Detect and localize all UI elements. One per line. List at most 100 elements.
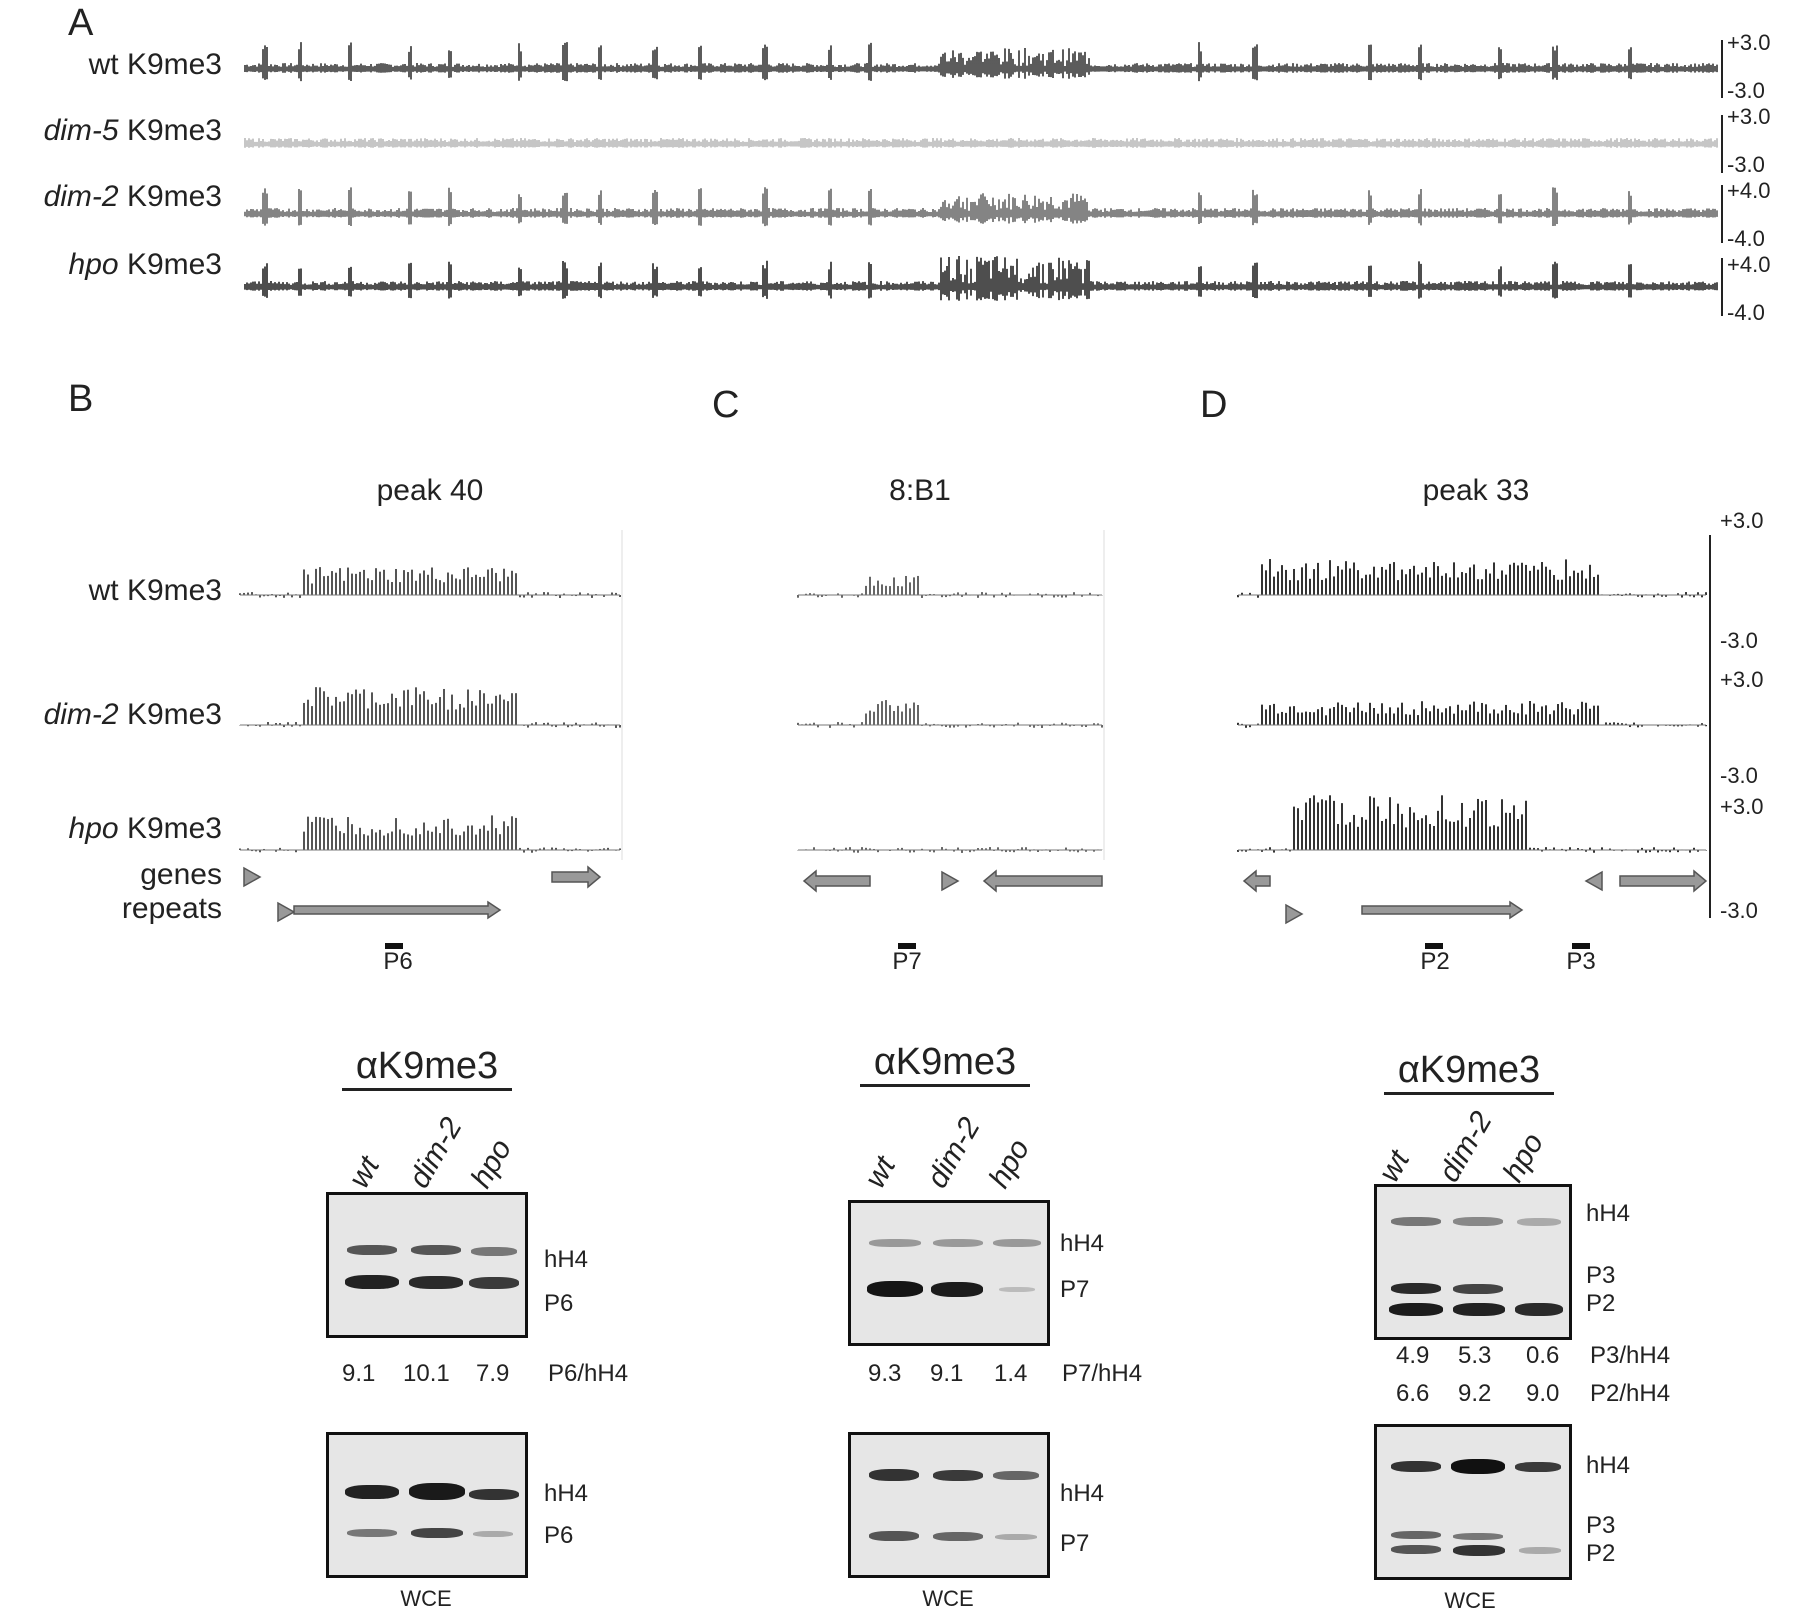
gel-d-chip bbox=[1374, 1184, 1572, 1340]
probe-bar-p2 bbox=[1425, 943, 1443, 949]
repeat-arrow bbox=[1361, 900, 1524, 920]
gel-c-lane-dim2: dim-2 bbox=[920, 1112, 987, 1194]
gel-d-wce bbox=[1374, 1424, 1572, 1580]
band bbox=[1391, 1545, 1441, 1554]
gel-d-p2-ratio-wt: 6.6 bbox=[1396, 1380, 1430, 1407]
gel-d-label-p2: P2 bbox=[1586, 1290, 1616, 1317]
band bbox=[867, 1281, 923, 1297]
genome-track-dim-5 bbox=[244, 138, 1718, 148]
repeat-arrow bbox=[1285, 903, 1304, 925]
gel-c-ratio-hpo: 1.4 bbox=[994, 1360, 1028, 1387]
band bbox=[345, 1485, 399, 1499]
gel-b-chip bbox=[326, 1192, 528, 1338]
band bbox=[469, 1277, 519, 1289]
band bbox=[1391, 1461, 1441, 1472]
gel-d-label-p3: P3 bbox=[1586, 1262, 1616, 1289]
gel-b-antibody: αK9me3 bbox=[342, 1044, 512, 1091]
gene-arrow bbox=[982, 869, 1103, 893]
band bbox=[411, 1528, 463, 1538]
band bbox=[411, 1245, 461, 1255]
band bbox=[995, 1534, 1037, 1540]
band bbox=[869, 1239, 921, 1247]
gel-d-wce-label-p2: P2 bbox=[1586, 1540, 1616, 1567]
band bbox=[999, 1287, 1035, 1292]
gel-b-lane-hpo: hpo bbox=[464, 1133, 519, 1194]
scale-a-dim2-bottom: -4.0 bbox=[1727, 226, 1765, 251]
gel-d-label-hh4: hH4 bbox=[1586, 1200, 1631, 1227]
band bbox=[931, 1282, 983, 1297]
gel-b-wce bbox=[326, 1432, 528, 1578]
band bbox=[1519, 1547, 1561, 1554]
gel-d-wce-label-hh4: hH4 bbox=[1586, 1452, 1631, 1479]
gel-c-wce-label-hh4: hH4 bbox=[1060, 1480, 1105, 1507]
gel-d-p3-ratio-dim2: 5.3 bbox=[1458, 1342, 1492, 1369]
genome-track-hpo bbox=[244, 256, 1718, 301]
panel-b-title: peak 40 bbox=[376, 474, 484, 507]
gel-b-ratio-wt: 9.1 bbox=[342, 1360, 376, 1387]
band bbox=[345, 1275, 399, 1289]
scale-a-dim5-top: +3.0 bbox=[1727, 104, 1771, 129]
genome-track-dim-2 bbox=[244, 187, 1718, 227]
gel-c-label-p7: P7 bbox=[1060, 1276, 1090, 1303]
gene-arrow bbox=[551, 865, 602, 889]
gene-arrow bbox=[1619, 869, 1708, 893]
band bbox=[409, 1483, 465, 1500]
locus-tracks bbox=[239, 530, 1711, 949]
probe-bar-p7 bbox=[898, 943, 916, 949]
band bbox=[1451, 1459, 1505, 1474]
gel-d-lane-wt: wt bbox=[1372, 1145, 1417, 1188]
scale-a-dim2-top: +4.0 bbox=[1727, 178, 1771, 203]
gel-b-ratio-dim2: 10.1 bbox=[403, 1360, 450, 1387]
band bbox=[933, 1470, 983, 1481]
genome-track-wt bbox=[244, 42, 1718, 82]
gene-arrow bbox=[1242, 869, 1271, 893]
gel-c-wce bbox=[848, 1432, 1050, 1578]
band bbox=[347, 1245, 397, 1255]
genome-wide-tracks bbox=[244, 40, 1723, 316]
gel-b-label-hh4: hH4 bbox=[544, 1246, 589, 1273]
band bbox=[347, 1529, 397, 1537]
probe-bar-p6 bbox=[385, 943, 403, 949]
gel-b-ratio-label: P6/hH4 bbox=[548, 1360, 629, 1387]
track-label-a-wt: wt K9me3 bbox=[88, 48, 222, 81]
gel-b-lane-dim2: dim-2 bbox=[402, 1112, 469, 1194]
scale-a-dim5-bottom: -3.0 bbox=[1727, 152, 1765, 177]
scale-d-r2-top: +3.0 bbox=[1720, 667, 1764, 692]
gel-c-label-hh4: hH4 bbox=[1060, 1230, 1105, 1257]
gel-c-lane-hpo: hpo bbox=[982, 1133, 1037, 1194]
band bbox=[933, 1532, 983, 1541]
gene-arrow bbox=[941, 870, 960, 892]
scale-d-r2-bottom: -3.0 bbox=[1720, 763, 1758, 788]
band bbox=[473, 1531, 513, 1537]
band bbox=[1391, 1217, 1441, 1226]
band bbox=[1391, 1283, 1441, 1294]
band bbox=[469, 1489, 519, 1500]
band bbox=[1389, 1303, 1443, 1316]
probe-label-p7: P7 bbox=[892, 948, 922, 975]
probe-label-p2: P2 bbox=[1420, 948, 1450, 975]
gel-c-ratio-dim2: 9.1 bbox=[930, 1360, 964, 1387]
gel-d-p3-ratio-label: P3/hH4 bbox=[1590, 1342, 1671, 1369]
probe-label-p6: P6 bbox=[383, 948, 413, 975]
gel-d-antibody: αK9me3 bbox=[1384, 1048, 1554, 1095]
scale-d-r1-top: +3.0 bbox=[1720, 508, 1764, 533]
track-label-b-hpo: hpo K9me3 bbox=[68, 812, 222, 845]
gene-arrow bbox=[243, 866, 262, 888]
scale-a-hpo-top: +4.0 bbox=[1727, 252, 1771, 277]
annotation-label-repeats: repeats bbox=[121, 892, 222, 925]
gel-c-lane-wt: wt bbox=[858, 1151, 903, 1194]
band bbox=[1515, 1303, 1563, 1316]
band bbox=[1453, 1303, 1505, 1316]
panel-d-title: peak 33 bbox=[1422, 474, 1530, 507]
gel-d-p3-ratio-hpo: 0.6 bbox=[1526, 1342, 1560, 1369]
band bbox=[1453, 1533, 1503, 1540]
band bbox=[471, 1247, 517, 1256]
probe-label-p3: P3 bbox=[1566, 948, 1596, 975]
gel-c-chip bbox=[848, 1200, 1050, 1346]
track-label-a-dim5: dim-5 K9me3 bbox=[43, 114, 222, 147]
track-label-a-hpo: hpo K9me3 bbox=[68, 248, 222, 281]
scale-a-hpo-bottom: -4.0 bbox=[1727, 300, 1765, 325]
scale-d-r3-top: +3.0 bbox=[1720, 794, 1764, 819]
panel-letter-b: B bbox=[68, 378, 94, 420]
band bbox=[1453, 1545, 1505, 1556]
